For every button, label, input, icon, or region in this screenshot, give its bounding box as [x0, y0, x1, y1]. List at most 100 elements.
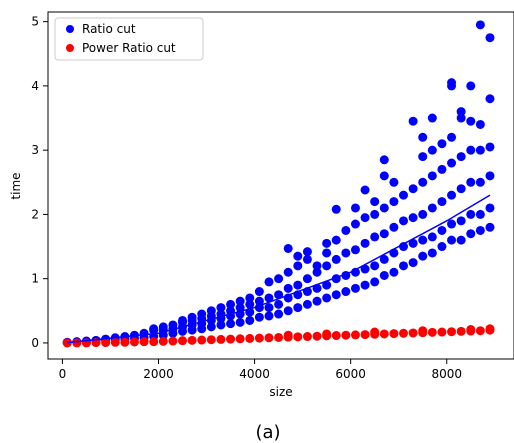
ratio-cut-point: [293, 280, 303, 290]
ratio-cut-point: [466, 177, 476, 187]
ratio-cut-point: [379, 254, 389, 264]
ratio-cut-point: [245, 293, 255, 303]
ratio-cut-point: [427, 248, 437, 258]
ratio-cut-point: [370, 209, 380, 219]
ratio-cut-point: [475, 145, 485, 155]
ratio-cut-point: [235, 317, 245, 327]
power-ratio-cut-point: [379, 329, 389, 339]
x-tick-label: 8000: [431, 367, 462, 381]
x-tick-label: 2000: [143, 367, 174, 381]
ratio-cut-point: [216, 303, 226, 313]
power-ratio-cut-point: [427, 327, 437, 337]
ratio-cut-point: [389, 222, 399, 232]
power-ratio-cut-point: [206, 335, 216, 345]
ratio-cut-point: [418, 177, 428, 187]
ratio-cut-point: [466, 229, 476, 239]
power-ratio-cut-point: [322, 329, 332, 339]
ratio-cut-point: [302, 247, 312, 257]
ratio-cut-point: [274, 274, 284, 284]
x-tick-label: 6000: [335, 367, 366, 381]
ratio-cut-point: [331, 204, 341, 214]
ratio-cut-point: [264, 311, 274, 321]
y-axis-label: time: [9, 172, 23, 199]
ratio-cut-point: [206, 306, 216, 316]
ratio-cut-point: [447, 190, 457, 200]
power-ratio-cut-point: [158, 336, 168, 346]
ratio-cut-point: [341, 248, 351, 258]
ratio-cut-point: [379, 171, 389, 181]
power-ratio-cut-point: [437, 327, 447, 337]
ratio-cut-point: [312, 261, 322, 271]
power-ratio-cut-point: [360, 330, 370, 340]
ratio-cut-point: [350, 283, 360, 293]
power-ratio-cut-point: [129, 337, 139, 347]
ratio-cut-point: [475, 119, 485, 129]
ratio-cut-point: [485, 203, 495, 213]
power-ratio-cut-point: [168, 336, 178, 346]
power-ratio-cut-point: [254, 333, 264, 343]
plot-frame: [47, 11, 514, 360]
ratio-cut-point: [370, 277, 380, 287]
ratio-cut-point: [302, 299, 312, 309]
power-ratio-cut-point: [62, 338, 72, 348]
ratio-cut-point: [456, 107, 466, 117]
ratio-cut-point: [456, 113, 466, 123]
ratio-cut-point: [427, 145, 437, 155]
power-ratio-cut-point: [475, 326, 485, 336]
power-ratio-cut-point: [110, 337, 120, 347]
power-ratio-cut-point: [418, 326, 428, 336]
ratio-cut-point: [283, 306, 293, 316]
ratio-cut-point: [149, 324, 159, 334]
power-ratio-cut-point: [447, 327, 457, 337]
ratio-cut-point: [158, 322, 168, 332]
ratio-cut-point: [283, 243, 293, 253]
trend-lines: [67, 194, 491, 344]
ratio-cut-point: [322, 238, 332, 248]
legend-marker-power-ratio-cut: [66, 44, 74, 52]
ratio-cut-trend-line: [67, 194, 491, 344]
power-ratio-cut-point: [245, 333, 255, 343]
ratio-cut-point: [418, 209, 428, 219]
ratio-cut-point: [456, 216, 466, 226]
x-tick-label: 4000: [239, 367, 270, 381]
ratio-cut-point: [168, 320, 178, 330]
y-tick-label: 4: [31, 79, 39, 93]
y-tick-label: 5: [31, 15, 39, 29]
ratio-cut-point: [360, 238, 370, 248]
power-ratio-cut-point: [283, 330, 293, 340]
y-tick-label: 0: [31, 336, 39, 350]
ratio-cut-point: [408, 258, 418, 268]
ratio-cut-point: [427, 171, 437, 181]
ratio-cut-point: [331, 235, 341, 245]
ratio-cut-point: [418, 152, 428, 162]
ratio-cut-point: [418, 132, 428, 142]
power-ratio-cut-point: [331, 331, 341, 341]
ratio-cut-point: [408, 184, 418, 194]
ratio-cut-point: [197, 309, 207, 319]
ratio-cut-point: [226, 319, 236, 329]
ratio-cut-point: [331, 290, 341, 300]
ratio-cut-point: [370, 261, 380, 271]
ratio-cut-point: [322, 261, 332, 271]
ratio-cut-point: [254, 312, 264, 322]
ratio-cut-point: [360, 264, 370, 274]
ratio-cut-point: [274, 309, 284, 319]
ratio-cut-point: [456, 152, 466, 162]
ratio-cut-point: [485, 33, 495, 43]
x-tick-label: 0: [59, 367, 67, 381]
ratio-cut-point: [178, 315, 188, 325]
ratio-cut-point: [399, 216, 409, 226]
ratio-cut-point: [475, 177, 485, 187]
ratio-cut-point: [293, 261, 303, 271]
ratio-cut-point: [418, 251, 428, 261]
figure-caption: (a): [255, 422, 280, 443]
power-ratio-cut-point: [389, 329, 399, 339]
ratio-cut-point: [408, 116, 418, 126]
ratio-cut-point: [341, 287, 351, 297]
power-ratio-cut-point: [226, 334, 236, 344]
power-ratio-cut-point: [72, 338, 82, 348]
ratio-cut-point: [293, 251, 303, 261]
power-ratio-cut-point: [399, 328, 409, 338]
y-tick-label: 3: [31, 143, 39, 157]
